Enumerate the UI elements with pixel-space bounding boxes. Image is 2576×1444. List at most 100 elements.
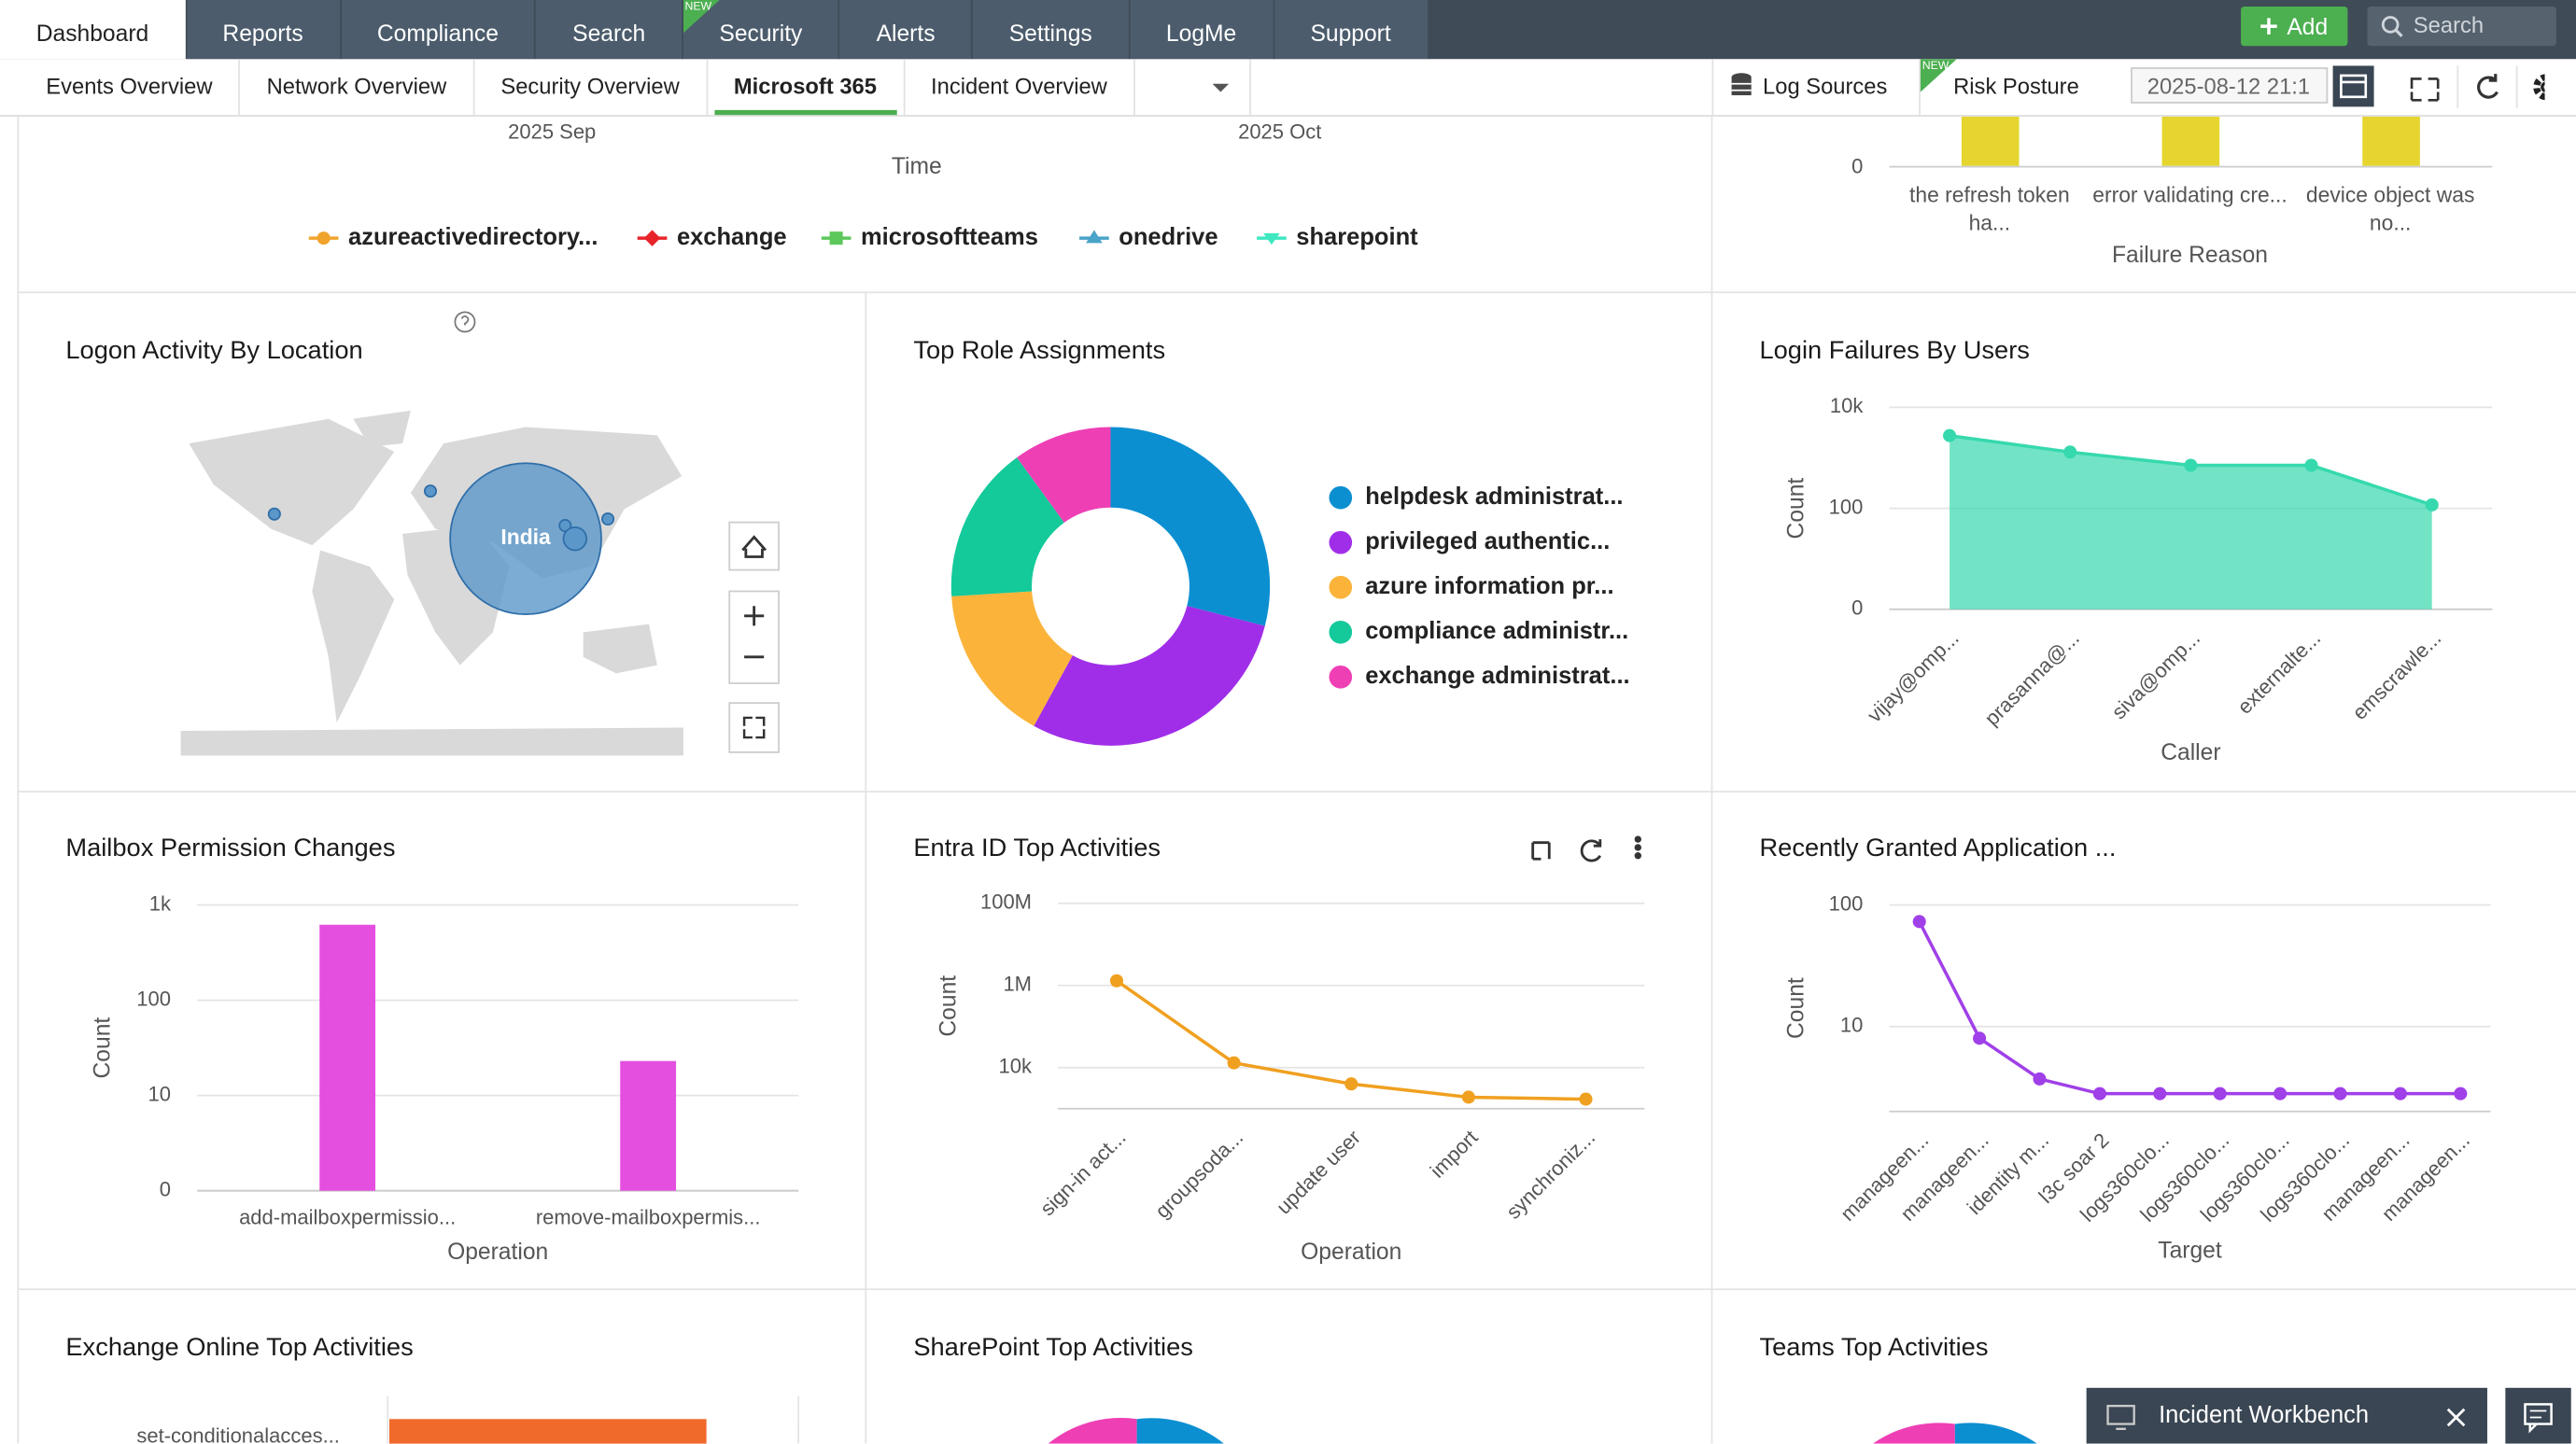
y-tick-label: 100M (980, 890, 1032, 914)
legend-item[interactable]: onedrive (1079, 224, 1218, 250)
x-tick-label: 2025 Sep (508, 119, 596, 143)
point (1973, 1031, 1987, 1045)
x-tick-label: vijay@omp... (1863, 626, 1964, 727)
new-badge: NEW (1920, 59, 1957, 92)
nav-tab-label: Settings (1008, 20, 1092, 47)
search-box[interactable]: Search (2367, 7, 2556, 47)
risk-posture-label: Risk Posture (1953, 74, 2079, 99)
toolbar-icons[interactable] (2331, 65, 2545, 109)
point (2333, 1087, 2347, 1101)
point (1109, 974, 1124, 988)
x-axis-title: Target (2158, 1238, 2222, 1263)
incident-workbench[interactable]: Incident Workbench (2086, 1387, 2487, 1444)
widget-title: Recently Granted Application ... (1759, 833, 2116, 862)
legend-label: azureactivedirectory... (348, 224, 598, 250)
chat-icon (2524, 1403, 2553, 1434)
x-tick-label: sign-in act... (1035, 1126, 1130, 1220)
log-sources[interactable]: Log Sources (1711, 59, 1908, 116)
risk-posture[interactable]: NEW Risk Posture (1919, 59, 2113, 116)
legend-marker (829, 231, 843, 245)
y-tick-label: 100 (136, 987, 171, 1010)
legend-label: onedrive (1119, 224, 1218, 250)
x-axis-title: Failure Reason (2112, 243, 2268, 268)
legend-item[interactable]: sharepoint (1257, 224, 1418, 250)
legend-item[interactable]: azureactivedirectory... (308, 224, 598, 250)
x-axis-title: Time (892, 154, 942, 179)
legend-item[interactable]: exchange (637, 224, 787, 250)
y-tick-label: 1M (1003, 973, 1032, 996)
nav-tab[interactable]: NEW Security (683, 0, 840, 60)
sub-tabs: Events Overview Network Overview Security … (0, 59, 2576, 116)
donut-slice (1110, 427, 1271, 626)
point (1461, 1090, 1475, 1104)
y-axis-title: Count (1783, 977, 1809, 1039)
widget-title: SharePoint Top Activities (913, 1332, 1193, 1361)
x-tick-label: synchroniz... (1501, 1126, 1599, 1224)
add-button[interactable]: Add (2241, 7, 2348, 47)
widget-borders (17, 115, 2576, 1444)
clipped-bars (1889, 115, 2493, 168)
more-tabs[interactable] (1196, 59, 1252, 116)
point (2033, 1072, 2047, 1086)
donut-slice (1034, 606, 1265, 746)
sub-tab[interactable]: Security Overview (474, 59, 708, 116)
legend-item[interactable]: microsoftteams (821, 224, 1038, 250)
legend-label: helpdesk administrat... (1365, 484, 1623, 510)
donut-slice (951, 591, 1073, 726)
x-tick-label: emscrawle... (2347, 626, 2445, 724)
help-icon[interactable] (454, 311, 476, 333)
sub-tab[interactable]: Events Overview (20, 59, 241, 116)
widget-icons[interactable] (1531, 835, 1641, 862)
point (2273, 1087, 2287, 1101)
top-nav: Dashboard Reports Compliance Search NEW Secur… (0, 0, 2576, 60)
nav-tab[interactable]: Support (1274, 0, 1429, 60)
nav-tab[interactable]: Reports (186, 0, 342, 60)
x-tick-label-box: device object was no... (2306, 182, 2475, 234)
x-tick-label: the refresh token ha... (1909, 182, 2070, 235)
legend-marker (1263, 232, 1280, 245)
x-tick-label: 2025 Oct (1238, 119, 1321, 143)
log-sources-label: Log Sources (1763, 74, 1888, 99)
point (1943, 428, 1957, 442)
legend-marker (643, 230, 661, 246)
nav-tab[interactable]: LogMe (1130, 0, 1274, 60)
nav-tab-label: Search (572, 20, 646, 47)
x-tick-label: siva@omp... (2107, 626, 2204, 723)
sub-tab[interactable]: Incident Overview (905, 59, 1135, 116)
line (1918, 920, 2461, 1096)
sub-tab[interactable]: Microsoft 365 (708, 59, 905, 116)
y-tick-label: 100 (1829, 891, 1864, 915)
sub-tab[interactable]: Network Overview (240, 59, 475, 116)
y-tick-label: 10k (1830, 394, 1864, 417)
widget-title: Logon Activity By Location (65, 335, 362, 364)
legend-label: sharepoint (1296, 224, 1418, 250)
widget-title: Top Role Assignments (913, 335, 1165, 364)
donut-slice (950, 457, 1064, 596)
widget-title: Exchange Online Top Activities (65, 1332, 413, 1361)
map-controls[interactable] (728, 521, 780, 753)
legend-marker (317, 231, 331, 245)
point (1579, 1092, 1593, 1106)
world-map (180, 410, 683, 756)
legend-label: microsoftteams (861, 224, 1038, 250)
legend-label: compliance administr... (1365, 618, 1628, 644)
nav-tab[interactable]: Compliance (341, 0, 537, 60)
chat-button[interactable] (2505, 1387, 2571, 1444)
nav-tab[interactable]: Search (536, 0, 683, 60)
nav-tab[interactable]: Dashboard (0, 0, 187, 60)
x-tick-label: add-mailboxpermissio... (239, 1205, 456, 1228)
close-button[interactable] (2444, 1406, 2468, 1429)
nav-tab-label: Support (1310, 20, 1391, 47)
add-label: Add (2287, 13, 2329, 40)
widget-title: Mailbox Permission Changes (65, 833, 395, 862)
point (1227, 1056, 1241, 1070)
nav-tab[interactable]: Alerts (839, 0, 974, 60)
legend-marker (1086, 230, 1103, 244)
point (2092, 1087, 2106, 1101)
x-tick-label-box: the refresh token ha... (1909, 182, 2070, 235)
nav-tab[interactable]: Settings (973, 0, 1131, 60)
date-input[interactable]: 2025-08-12 21:1 (2131, 67, 2329, 104)
